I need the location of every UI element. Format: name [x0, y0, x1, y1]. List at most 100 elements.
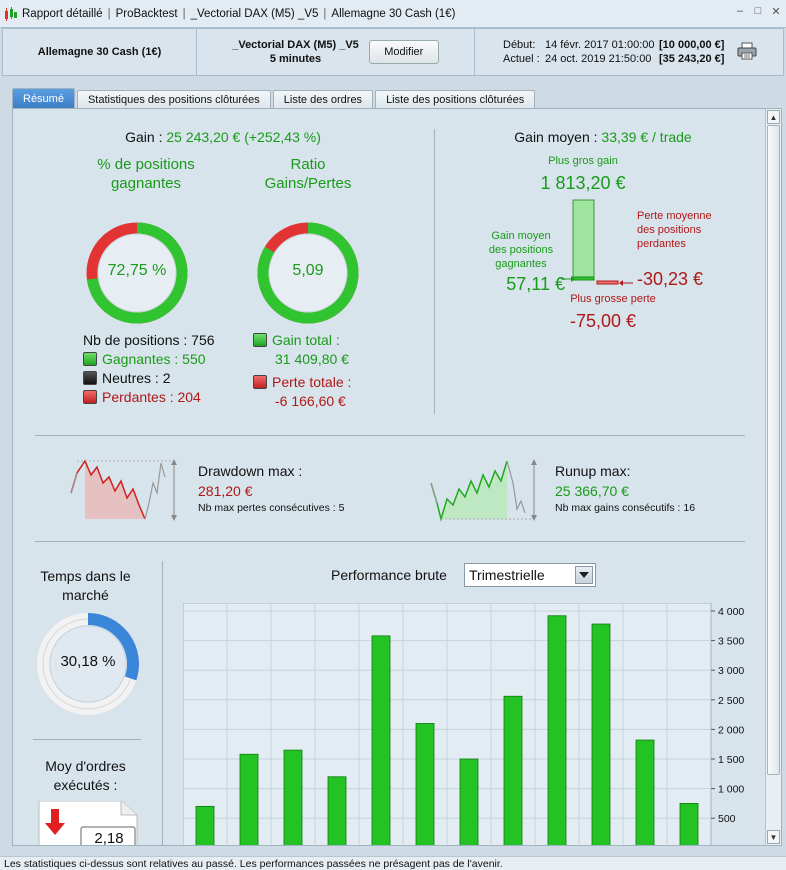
period-select-value: Trimestrielle: [469, 567, 545, 583]
start-date: 14 févr. 2017 01:00:00: [545, 39, 655, 51]
candlestick-app-icon: [5, 6, 17, 21]
ratio-ring: [257, 222, 359, 324]
runup-sub: Nb max gains consécutifs : 16: [555, 502, 696, 514]
report-header: Allemagne 30 Cash (1€) _Vectorial DAX (M…: [2, 28, 784, 76]
performance-bar[interactable]: [195, 805, 215, 846]
orders-value: 2,18: [94, 830, 124, 846]
performance-bar[interactable]: [371, 635, 391, 846]
system-name: _Vectorial DAX (M5) _V5: [232, 39, 359, 51]
title-item: Allemagne 30 Cash (1€): [331, 7, 456, 20]
tab-resume[interactable]: Résumé: [12, 88, 75, 108]
gagnantes-count: Gagnantes : 550: [102, 351, 206, 367]
performance-bar[interactable]: [239, 753, 259, 846]
window-controls: – □ ✕: [734, 5, 782, 18]
market-time-ring: [37, 613, 139, 715]
performance-bar[interactable]: [503, 695, 523, 846]
performance-bar[interactable]: [547, 615, 567, 846]
period-select[interactable]: Trimestrielle: [464, 563, 596, 587]
current-date: 24 oct. 2019 21:50:00: [545, 53, 652, 65]
ratio-value: 5,09: [292, 262, 324, 279]
green-square-icon: [83, 352, 97, 366]
avg-gain-title: Gain moyen : 33,39 € / trade: [453, 129, 753, 145]
orders-title: Moy d'ordres exécutés :: [45, 758, 126, 793]
gain-label: Gain :: [125, 129, 167, 145]
winning-pct-ring: [86, 222, 188, 324]
maximize-icon[interactable]: □: [754, 5, 762, 17]
neutres-count: Neutres : 2: [102, 370, 171, 386]
green-square-icon: [253, 333, 267, 347]
runup-value: 25 366,70 €: [555, 483, 629, 499]
modify-button[interactable]: Modifier: [368, 40, 439, 64]
vertical-scrollbar[interactable]: ▲ ▼: [765, 109, 781, 845]
printer-icon[interactable]: [737, 42, 757, 60]
y-tick-label: 3 500: [718, 636, 744, 648]
ratio-title: Ratio Gains/Pertes: [264, 156, 352, 192]
title-item: Rapport détaillé: [22, 7, 103, 20]
black-square-icon: [83, 371, 97, 385]
drawdown-sub: Nb max pertes consécutives : 5: [198, 502, 345, 514]
start-label: Début:: [503, 39, 536, 51]
avg-loss-label: Perte moyenne des positions perdantes: [637, 210, 712, 250]
scrollbar-thumb[interactable]: [767, 125, 780, 775]
instrument-name: Allemagne 30 Cash (1€): [3, 29, 197, 75]
red-square-icon: [253, 375, 267, 389]
minimize-icon[interactable]: –: [736, 5, 744, 17]
biggest-loss-label: Plus grosse perte: [570, 293, 656, 305]
performance-bar[interactable]: [415, 723, 435, 846]
performance-bar[interactable]: [635, 739, 655, 846]
runup-sparkline: [430, 459, 537, 522]
drawdown-label: Drawdown max :: [198, 463, 303, 479]
y-tick-label: 4 000: [718, 606, 744, 618]
gain-total-value: 31 409,80 €: [275, 351, 349, 367]
date-range: Début: 14 févr. 2017 01:00:00 [10 000,00 €…: [475, 29, 783, 75]
gain-total-label: Gain total :: [272, 332, 340, 348]
performance-bar[interactable]: [679, 802, 699, 846]
performance-bar[interactable]: [591, 623, 611, 846]
performance-bar[interactable]: [327, 776, 347, 846]
orders-document-icon: [38, 801, 138, 845]
tab-orders-list[interactable]: Liste des ordres: [272, 90, 374, 108]
market-time-title: Temps dans le marché: [40, 568, 131, 603]
biggest-gain-label: Plus gros gain: [548, 155, 618, 167]
drawdown-sparkline: [70, 459, 177, 521]
performance-chart: 4 000 3 500 3 000 2 500 2 000 1 500 1 000 500: [183, 603, 744, 846]
y-tick-label: 3 000: [718, 665, 744, 677]
y-tick-label: 500: [718, 813, 736, 825]
performance-bar[interactable]: [283, 749, 303, 846]
avg-win-label: Gain moyen des positions gagnantes: [488, 230, 554, 270]
current-label: Actuel :: [503, 53, 540, 65]
avg-loss-value: -30,23 €: [637, 269, 704, 289]
winning-pct-title: % de positions gagnantes: [97, 156, 195, 192]
current-value: [35 243,20 €]: [659, 53, 725, 65]
close-icon[interactable]: ✕: [771, 6, 781, 18]
red-square-icon: [83, 390, 97, 404]
performance-title: Performance brute: [331, 567, 447, 583]
title-item: ProBacktest: [115, 7, 178, 20]
y-tick-label: 1 000: [718, 784, 744, 796]
gain-value: 25 243,20 € (+252,43 %): [166, 129, 321, 145]
system-info: _Vectorial DAX (M5) _V5 5 minutes Modifi…: [197, 29, 475, 75]
perte-totale-label: Perte totale :: [272, 374, 352, 390]
nb-positions: Nb de positions : 756: [83, 332, 215, 348]
y-tick-label: 1 500: [718, 754, 744, 766]
scroll-up-icon[interactable]: ▲: [767, 110, 780, 124]
avg-win-value: 57,11 €: [506, 274, 565, 294]
tab-bar: Résumé Statistiques des positions clôtur…: [12, 88, 537, 108]
timeframe: 5 minutes: [269, 53, 322, 65]
drawdown-value: 281,20 €: [198, 483, 253, 499]
tab-closed-positions-stats[interactable]: Statistiques des positions clôturées: [76, 90, 271, 108]
summary-panel: Gain : 25 243,20 € (+252,43 %) % de posi…: [12, 108, 782, 846]
chevron-down-icon[interactable]: [575, 566, 593, 584]
tab-closed-positions-list[interactable]: Liste des positions clôturées: [375, 90, 536, 108]
disclaimer-footer: Les statistiques ci-dessus sont relative…: [0, 856, 786, 870]
scroll-down-icon[interactable]: ▼: [767, 830, 780, 844]
winning-pct-value: 72,75 %: [107, 262, 167, 279]
positions-counts: Nb de positions : 756 Gagnantes : 550 Ne…: [83, 331, 215, 407]
perdantes-count: Perdantes : 204: [102, 389, 201, 405]
y-tick-label: 2 000: [718, 724, 744, 736]
biggest-loss-value: -75,00 €: [569, 311, 637, 331]
avg-gain-label: Gain moyen :: [514, 129, 602, 145]
performance-bar[interactable]: [459, 758, 479, 846]
biggest-gain-value: 1 813,20 €: [540, 173, 626, 193]
perte-totale-value: -6 166,60 €: [275, 393, 346, 409]
